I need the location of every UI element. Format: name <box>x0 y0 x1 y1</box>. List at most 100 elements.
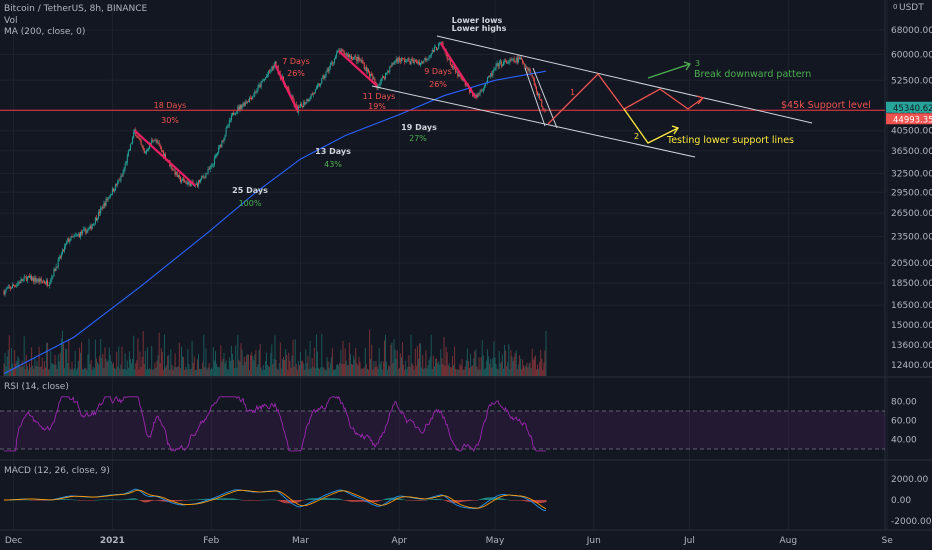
candle-body <box>488 76 490 78</box>
volume-bar <box>531 348 533 376</box>
volume-bar <box>66 349 68 376</box>
macd-hist <box>412 500 414 501</box>
candle-body <box>261 81 263 82</box>
macd-hist <box>457 500 459 503</box>
candle-body <box>16 284 18 287</box>
candle-body <box>104 202 106 206</box>
macd-hist <box>64 499 66 500</box>
volume-bar <box>24 369 26 376</box>
volume-bar <box>420 343 422 376</box>
macd-hist <box>526 500 528 502</box>
macd-hist <box>476 500 478 501</box>
volume-bar <box>322 367 324 376</box>
macd-hist <box>442 499 444 501</box>
macd-hist <box>295 500 297 503</box>
candle-body <box>210 165 212 168</box>
rsi-legend[interactable]: RSI (14, close) <box>4 382 69 392</box>
macd-hist <box>502 498 504 500</box>
macd-hist <box>85 500 87 501</box>
candle-body <box>67 238 69 242</box>
volume-bar <box>405 360 407 376</box>
candle-body <box>408 58 410 62</box>
macd-hist <box>77 500 79 501</box>
symbol-title[interactable]: Bitcoin / TetherUS, 8h, BINANCE <box>4 4 148 14</box>
macd-hist <box>272 499 274 501</box>
volume-bar <box>481 340 483 376</box>
volume-bar <box>293 366 295 376</box>
volume-bar <box>184 369 186 376</box>
volume-bar <box>491 367 493 376</box>
macd-hist <box>34 500 36 501</box>
macd-hist <box>439 498 441 500</box>
macd-hist <box>175 500 177 502</box>
ma-line <box>3 70 547 375</box>
candle-body <box>120 175 122 181</box>
macd-hist <box>195 499 197 501</box>
volume-bar <box>189 369 191 376</box>
candle-body <box>65 243 67 247</box>
candle-body <box>456 71 458 73</box>
volume-bar <box>15 363 17 376</box>
macd-hist <box>411 500 413 501</box>
macd-hist <box>179 500 181 502</box>
volume-bar <box>283 356 285 376</box>
macd-hist <box>127 498 129 500</box>
candle-body <box>535 86 537 92</box>
candle-body <box>426 58 428 61</box>
macd-hist <box>323 497 325 500</box>
volume-bar <box>307 355 309 376</box>
ma-legend[interactable]: MA (200, close, 0) <box>4 27 86 37</box>
annotation-label: 19 Days <box>401 123 437 132</box>
candle-body <box>427 58 429 59</box>
macd-hist <box>189 499 191 501</box>
macd-hist <box>451 500 453 503</box>
volume-bar <box>399 353 401 376</box>
macd-hist <box>453 500 455 503</box>
volume-bar <box>296 369 298 376</box>
macd-legend[interactable]: MACD (12, 26, close, 9) <box>4 466 110 476</box>
macd-hist <box>430 499 432 500</box>
volume-bar <box>53 364 55 376</box>
volume-bar <box>279 342 281 376</box>
candle-body <box>186 181 188 185</box>
candle-body <box>184 180 186 183</box>
macd-hist <box>500 498 502 500</box>
volume-bar <box>141 356 143 376</box>
candle-body <box>451 65 453 68</box>
macd-hist <box>308 498 310 500</box>
volume-bar <box>356 363 358 376</box>
volume-bar <box>178 342 180 376</box>
volume-bar <box>57 354 59 376</box>
volume-bar <box>82 369 84 376</box>
macd-hist <box>84 500 86 501</box>
macd-hist <box>313 498 315 500</box>
candle-body <box>288 88 290 92</box>
candle-body <box>539 93 541 100</box>
volume-bar <box>406 369 408 376</box>
volume-bar <box>125 369 127 376</box>
candle-body <box>211 165 213 166</box>
volume-bar <box>44 367 46 376</box>
candle-body <box>542 107 544 110</box>
candle-body <box>504 60 506 62</box>
macd-hist <box>366 500 368 503</box>
volume-bar <box>291 355 293 376</box>
candle-body <box>190 183 192 187</box>
volume-bar <box>105 359 107 376</box>
volume-bar <box>136 360 138 376</box>
volume-bar <box>288 352 290 376</box>
volume-bar <box>162 369 164 376</box>
volume-legend[interactable]: Vol <box>4 16 18 26</box>
volume-bar <box>325 369 327 376</box>
macd-hist <box>456 500 458 503</box>
candle-body <box>131 143 133 144</box>
candle-body <box>498 61 500 67</box>
candle-body <box>420 62 422 65</box>
volume-bar <box>196 359 198 376</box>
macd-hist <box>87 500 89 501</box>
volume-bar <box>320 367 322 376</box>
candle-body <box>258 84 260 87</box>
candle-body <box>273 64 275 69</box>
macd-hist <box>416 500 418 501</box>
